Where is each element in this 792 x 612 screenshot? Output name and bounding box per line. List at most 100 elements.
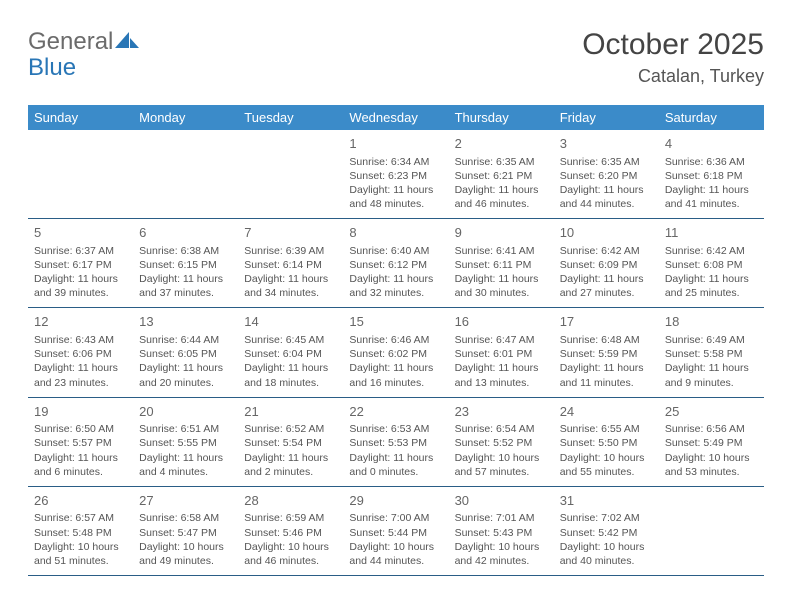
daylight-line: Daylight: 11 hours and 18 minutes.	[244, 361, 337, 389]
day-number: 12	[34, 313, 127, 331]
day-cell: 6Sunrise: 6:38 AMSunset: 6:15 PMDaylight…	[133, 219, 238, 307]
sunrise-line: Sunrise: 6:42 AM	[560, 244, 653, 258]
page-header: General October 2025 Catalan, Turkey	[0, 0, 792, 95]
sunrise-line: Sunrise: 6:42 AM	[665, 244, 758, 258]
day-number: 17	[560, 313, 653, 331]
day-info: Sunrise: 6:56 AMSunset: 5:49 PMDaylight:…	[665, 422, 758, 479]
sunset-line: Sunset: 5:52 PM	[455, 436, 548, 450]
day-number: 3	[560, 135, 653, 153]
day-number: 29	[349, 492, 442, 510]
day-number: 24	[560, 403, 653, 421]
weekday-header: Thursday	[449, 105, 554, 130]
day-cell: 20Sunrise: 6:51 AMSunset: 5:55 PMDayligh…	[133, 398, 238, 486]
day-number: 20	[139, 403, 232, 421]
day-info: Sunrise: 6:35 AMSunset: 6:20 PMDaylight:…	[560, 155, 653, 212]
day-cell: 27Sunrise: 6:58 AMSunset: 5:47 PMDayligh…	[133, 487, 238, 575]
sunset-line: Sunset: 6:09 PM	[560, 258, 653, 272]
day-info: Sunrise: 6:35 AMSunset: 6:21 PMDaylight:…	[455, 155, 548, 212]
day-cell	[133, 130, 238, 218]
daylight-line: Daylight: 11 hours and 2 minutes.	[244, 451, 337, 479]
week-row: 1Sunrise: 6:34 AMSunset: 6:23 PMDaylight…	[28, 130, 764, 219]
day-number: 10	[560, 224, 653, 242]
day-info: Sunrise: 6:51 AMSunset: 5:55 PMDaylight:…	[139, 422, 232, 479]
sunset-line: Sunset: 6:17 PM	[34, 258, 127, 272]
sunset-line: Sunset: 5:57 PM	[34, 436, 127, 450]
day-number: 21	[244, 403, 337, 421]
week-row: 12 Sunrise: 6:43 AMSunset: 6:06 PMDayligh…	[28, 308, 764, 397]
sunset-line: Sunset: 5:47 PM	[139, 526, 232, 540]
day-info: Sunrise: 6:41 AMSunset: 6:11 PMDaylight:…	[455, 244, 548, 301]
day-cell	[238, 130, 343, 218]
daylight-line: Daylight: 11 hours and 41 minutes.	[665, 183, 758, 211]
daylight-line: Daylight: 10 hours and 51 minutes.	[34, 540, 127, 568]
day-cell: 21Sunrise: 6:52 AMSunset: 5:54 PMDayligh…	[238, 398, 343, 486]
day-cell: 30Sunrise: 7:01 AMSunset: 5:43 PMDayligh…	[449, 487, 554, 575]
daylight-line: Daylight: 11 hours and 20 minutes.	[139, 361, 232, 389]
weekday-header: Saturday	[659, 105, 764, 130]
daylight-line: Daylight: 10 hours and 57 minutes.	[455, 451, 548, 479]
sunrise-line: Sunrise: 6:58 AM	[139, 511, 232, 525]
day-number: 15	[349, 313, 442, 331]
day-cell: 13Sunrise: 6:44 AMSunset: 6:05 PMDayligh…	[133, 308, 238, 396]
day-cell: 22Sunrise: 6:53 AMSunset: 5:53 PMDayligh…	[343, 398, 448, 486]
week-row: 19Sunrise: 6:50 AMSunset: 5:57 PMDayligh…	[28, 398, 764, 487]
daylight-line: Daylight: 10 hours and 44 minutes.	[349, 540, 442, 568]
day-info: Sunrise: 6:43 AMSunset: 6:06 PMDaylight:…	[34, 333, 127, 390]
sunrise-line: Sunrise: 6:55 AM	[560, 422, 653, 436]
day-info: Sunrise: 6:57 AMSunset: 5:48 PMDaylight:…	[34, 511, 127, 568]
day-cell: 24Sunrise: 6:55 AMSunset: 5:50 PMDayligh…	[554, 398, 659, 486]
day-cell	[28, 130, 133, 218]
sunset-line: Sunset: 6:18 PM	[665, 169, 758, 183]
sunrise-line: Sunrise: 6:53 AM	[349, 422, 442, 436]
sunset-line: Sunset: 5:48 PM	[34, 526, 127, 540]
day-info: Sunrise: 6:59 AMSunset: 5:46 PMDaylight:…	[244, 511, 337, 568]
day-info: Sunrise: 6:48 AMSunset: 5:59 PMDaylight:…	[560, 333, 653, 390]
day-info: Sunrise: 7:00 AMSunset: 5:44 PMDaylight:…	[349, 511, 442, 568]
day-info: Sunrise: 6:54 AMSunset: 5:52 PMDaylight:…	[455, 422, 548, 479]
day-info: Sunrise: 6:49 AMSunset: 5:58 PMDaylight:…	[665, 333, 758, 390]
weekday-header: Monday	[133, 105, 238, 130]
week-row: 26Sunrise: 6:57 AMSunset: 5:48 PMDayligh…	[28, 487, 764, 576]
daylight-line: Daylight: 11 hours and 37 minutes.	[139, 272, 232, 300]
weeks-container: 1Sunrise: 6:34 AMSunset: 6:23 PMDaylight…	[28, 130, 764, 576]
day-number: 2	[455, 135, 548, 153]
sunrise-line: Sunrise: 6:43 AM	[34, 333, 127, 347]
day-number: 16	[455, 313, 548, 331]
sunrise-line: Sunrise: 6:54 AM	[455, 422, 548, 436]
brand-logo: General	[28, 28, 141, 56]
day-info: Sunrise: 7:01 AMSunset: 5:43 PMDaylight:…	[455, 511, 548, 568]
weekday-header: Tuesday	[238, 105, 343, 130]
day-cell: 19Sunrise: 6:50 AMSunset: 5:57 PMDayligh…	[28, 398, 133, 486]
day-info: Sunrise: 6:40 AMSunset: 6:12 PMDaylight:…	[349, 244, 442, 301]
weekday-header: Sunday	[28, 105, 133, 130]
daylight-line: Daylight: 11 hours and 30 minutes.	[455, 272, 548, 300]
day-info: Sunrise: 6:38 AMSunset: 6:15 PMDaylight:…	[139, 244, 232, 301]
daylight-line: Daylight: 11 hours and 16 minutes.	[349, 361, 442, 389]
sunset-line: Sunset: 5:54 PM	[244, 436, 337, 450]
sunset-line: Sunset: 5:59 PM	[560, 347, 653, 361]
sunrise-line: Sunrise: 7:02 AM	[560, 511, 653, 525]
daylight-line: Daylight: 11 hours and 46 minutes.	[455, 183, 548, 211]
day-number: 11	[665, 224, 758, 242]
day-number: 7	[244, 224, 337, 242]
sunrise-line: Sunrise: 6:41 AM	[455, 244, 548, 258]
day-cell: 4Sunrise: 6:36 AMSunset: 6:18 PMDaylight…	[659, 130, 764, 218]
day-cell: 29Sunrise: 7:00 AMSunset: 5:44 PMDayligh…	[343, 487, 448, 575]
calendar-grid: SundayMondayTuesdayWednesdayThursdayFrid…	[0, 95, 792, 576]
title-block: October 2025 Catalan, Turkey	[582, 28, 764, 87]
sunset-line: Sunset: 6:12 PM	[349, 258, 442, 272]
daylight-line: Daylight: 10 hours and 53 minutes.	[665, 451, 758, 479]
day-cell: 10 Sunrise: 6:42 AMSunset: 6:09 PMDayligh…	[554, 219, 659, 307]
sunset-line: Sunset: 6:04 PM	[244, 347, 337, 361]
daylight-line: Daylight: 11 hours and 23 minutes.	[34, 361, 127, 389]
sunset-line: Sunset: 5:44 PM	[349, 526, 442, 540]
day-info: Sunrise: 6:53 AMSunset: 5:53 PMDaylight:…	[349, 422, 442, 479]
daylight-line: Daylight: 11 hours and 4 minutes.	[139, 451, 232, 479]
day-info: Sunrise: 7:02 AMSunset: 5:42 PMDaylight:…	[560, 511, 653, 568]
day-info: Sunrise: 6:42 AMSunset: 6:09 PMDaylight:…	[560, 244, 653, 301]
logo-text-b: Blue	[28, 54, 76, 82]
sunset-line: Sunset: 6:11 PM	[455, 258, 548, 272]
day-info: Sunrise: 6:45 AMSunset: 6:04 PMDaylight:…	[244, 333, 337, 390]
day-cell: 8Sunrise: 6:40 AMSunset: 6:12 PMDaylight…	[343, 219, 448, 307]
daylight-line: Daylight: 11 hours and 48 minutes.	[349, 183, 442, 211]
